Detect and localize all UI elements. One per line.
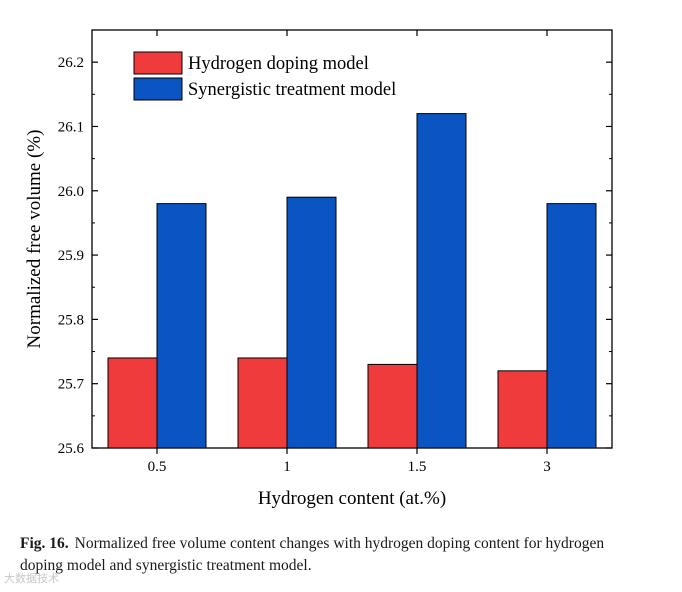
y-tick-label: 25.9	[58, 248, 84, 264]
y-tick-label: 26.1	[58, 119, 84, 135]
bar-series-1-cat-3	[497, 370, 548, 449]
legend-swatch	[133, 77, 183, 101]
bar-series-2-cat-3	[546, 203, 597, 449]
axis-ticks	[92, 30, 612, 454]
bar-series-2-cat-1	[286, 196, 337, 449]
y-tick-label: 26.0	[58, 184, 84, 200]
y-tick-label: 26.2	[58, 55, 84, 71]
y-tick-label: 25.6	[58, 441, 85, 457]
plot-frame	[91, 29, 613, 449]
caption-text: Normalized free volume content changes w…	[20, 535, 605, 574]
bars	[107, 113, 597, 449]
bar-series-1-cat-0.5	[107, 357, 158, 449]
figure-caption: Fig. 16. Normalized free volume content c…	[20, 533, 620, 577]
x-tick-label: 1.5	[408, 459, 427, 475]
x-tick-label: 3	[543, 459, 551, 475]
y-tick-label: 25.8	[58, 312, 84, 328]
bar-series-2-cat-1.5	[416, 113, 467, 449]
legend-label: Hydrogen doping model	[188, 54, 369, 74]
y-tick-labels: 25.6 25.7 25.8 25.9 26.0 26.1 26.2	[58, 55, 85, 457]
y-tick-label: 25.7	[58, 377, 85, 393]
x-tick-labels: 0.5 1 1.5 3	[148, 459, 551, 475]
bar-chart: 25.6 25.7 25.8 25.9 26.0 26.1 26.2 0.5 1 1.5 3 No…	[24, 29, 613, 509]
x-axis-label: Hydrogen content (at.%)	[258, 488, 446, 509]
legend-swatch	[133, 51, 183, 75]
bar-series-2-cat-0.5	[156, 203, 207, 449]
legend: Hydrogen doping model Synergistic treatme…	[133, 51, 396, 101]
x-tick-label: 1	[283, 459, 291, 475]
bar-series-1-cat-1.5	[367, 363, 418, 449]
y-axis-label: Normalized free volume (%)	[24, 130, 45, 349]
watermark: 大数据技术	[4, 572, 59, 585]
caption-label: Fig. 16.	[20, 535, 69, 552]
x-tick-label: 0.5	[148, 459, 167, 475]
bar-series-1-cat-1	[237, 357, 288, 449]
legend-label: Synergistic treatment model	[188, 80, 396, 100]
